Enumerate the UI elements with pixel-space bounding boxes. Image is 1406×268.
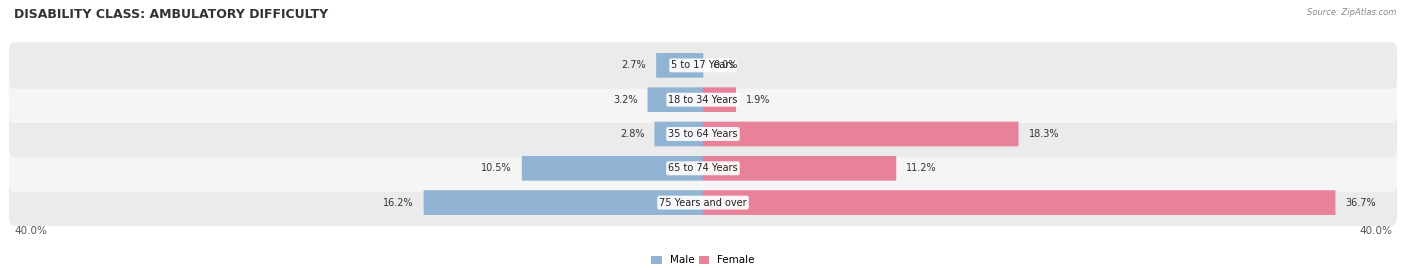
FancyBboxPatch shape bbox=[8, 42, 1398, 89]
FancyBboxPatch shape bbox=[703, 122, 1018, 146]
FancyBboxPatch shape bbox=[8, 179, 1398, 226]
Text: 16.2%: 16.2% bbox=[382, 198, 413, 208]
Text: 35 to 64 Years: 35 to 64 Years bbox=[668, 129, 738, 139]
Text: 36.7%: 36.7% bbox=[1346, 198, 1376, 208]
Text: 1.9%: 1.9% bbox=[747, 95, 770, 105]
Text: 0.0%: 0.0% bbox=[713, 60, 738, 70]
Text: 2.7%: 2.7% bbox=[621, 60, 647, 70]
FancyBboxPatch shape bbox=[8, 145, 1398, 192]
Legend: Male, Female: Male, Female bbox=[647, 251, 759, 268]
Text: 75 Years and over: 75 Years and over bbox=[659, 198, 747, 208]
FancyBboxPatch shape bbox=[8, 76, 1398, 123]
FancyBboxPatch shape bbox=[423, 190, 703, 215]
Text: 18 to 34 Years: 18 to 34 Years bbox=[668, 95, 738, 105]
FancyBboxPatch shape bbox=[8, 111, 1398, 157]
Text: 40.0%: 40.0% bbox=[1360, 226, 1392, 236]
FancyBboxPatch shape bbox=[703, 87, 737, 112]
FancyBboxPatch shape bbox=[648, 87, 703, 112]
Text: 2.8%: 2.8% bbox=[620, 129, 644, 139]
FancyBboxPatch shape bbox=[654, 122, 703, 146]
Text: 10.5%: 10.5% bbox=[481, 163, 512, 173]
Text: 5 to 17 Years: 5 to 17 Years bbox=[671, 60, 735, 70]
Text: Source: ZipAtlas.com: Source: ZipAtlas.com bbox=[1306, 8, 1396, 17]
Text: DISABILITY CLASS: AMBULATORY DIFFICULTY: DISABILITY CLASS: AMBULATORY DIFFICULTY bbox=[14, 8, 328, 21]
FancyBboxPatch shape bbox=[522, 156, 703, 181]
Text: 18.3%: 18.3% bbox=[1029, 129, 1059, 139]
Text: 65 to 74 Years: 65 to 74 Years bbox=[668, 163, 738, 173]
Text: 40.0%: 40.0% bbox=[14, 226, 46, 236]
FancyBboxPatch shape bbox=[657, 53, 703, 78]
Text: 11.2%: 11.2% bbox=[907, 163, 936, 173]
Text: 3.2%: 3.2% bbox=[613, 95, 637, 105]
FancyBboxPatch shape bbox=[703, 156, 896, 181]
FancyBboxPatch shape bbox=[703, 190, 1336, 215]
